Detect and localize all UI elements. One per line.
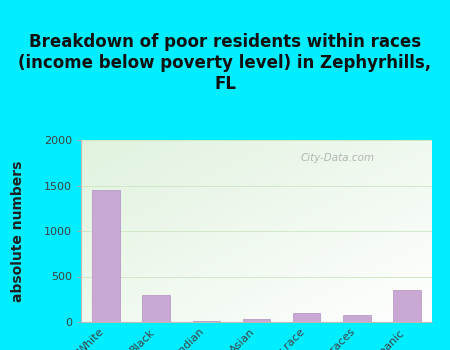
Text: Breakdown of poor residents within races
(income below poverty level) in Zephyrh: Breakdown of poor residents within races… xyxy=(18,33,432,93)
Bar xyxy=(193,321,220,322)
Bar xyxy=(243,319,270,322)
Bar xyxy=(293,313,320,322)
Text: absolute numbers: absolute numbers xyxy=(11,160,25,302)
Bar xyxy=(92,190,120,322)
Bar xyxy=(142,295,170,322)
Text: City-Data.com: City-Data.com xyxy=(300,153,374,163)
Bar xyxy=(393,290,421,322)
Bar xyxy=(343,315,370,322)
